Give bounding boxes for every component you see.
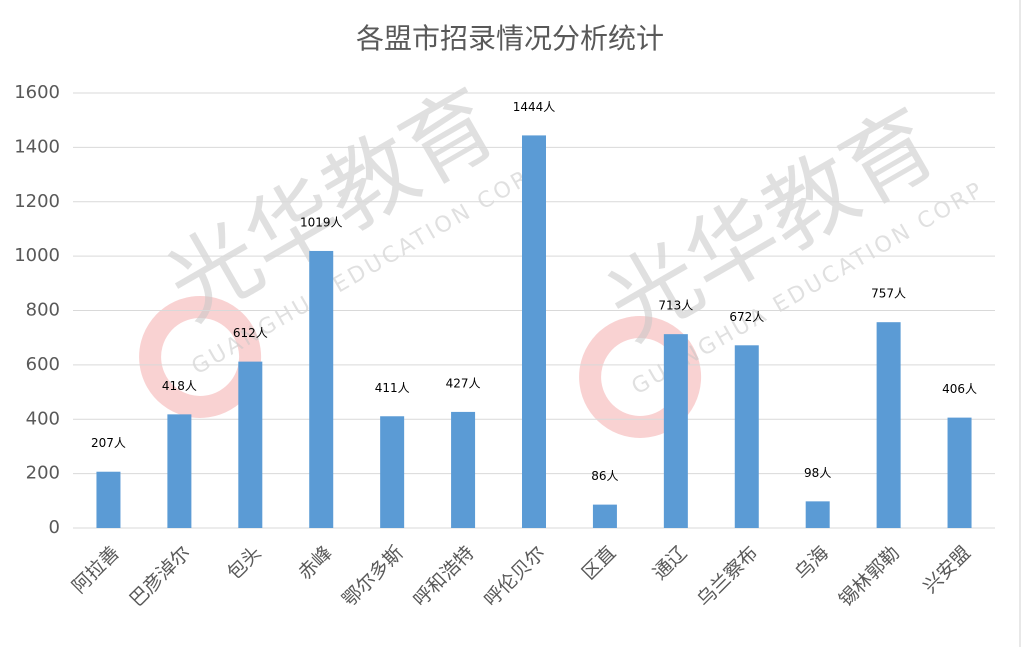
value-label: 1019人 bbox=[300, 215, 343, 229]
bar bbox=[734, 345, 759, 528]
bar bbox=[309, 250, 334, 528]
bar bbox=[380, 416, 405, 528]
bar bbox=[96, 471, 121, 528]
value-label: 418人 bbox=[162, 379, 197, 393]
value-label: 98人 bbox=[804, 466, 831, 480]
value-label: 713人 bbox=[658, 299, 693, 313]
value-label: 207人 bbox=[91, 436, 126, 450]
bar bbox=[805, 501, 830, 528]
value-label: 411人 bbox=[375, 381, 410, 395]
y-tick-label: 200 bbox=[26, 463, 60, 484]
bar bbox=[451, 411, 476, 528]
bar bbox=[947, 417, 972, 528]
value-label: 757人 bbox=[871, 287, 906, 301]
value-label: 86人 bbox=[591, 469, 618, 483]
bar bbox=[238, 361, 263, 528]
watermark-logo bbox=[139, 295, 262, 418]
y-tick-label: 1000 bbox=[14, 245, 60, 266]
y-tick-label: 600 bbox=[26, 354, 60, 375]
y-tick-label: 1600 bbox=[14, 82, 60, 103]
bar bbox=[522, 135, 546, 528]
chart-title: 各盟市招录情况分析统计 bbox=[356, 22, 664, 55]
bar bbox=[592, 504, 617, 528]
y-tick-label: 800 bbox=[26, 300, 60, 321]
y-tick-label: 1400 bbox=[14, 136, 60, 157]
value-label: 406人 bbox=[942, 382, 977, 396]
y-tick-label: 1200 bbox=[14, 191, 60, 212]
bar bbox=[876, 322, 901, 528]
bar bbox=[663, 334, 688, 528]
value-label: 612人 bbox=[233, 326, 268, 340]
y-tick-label: 0 bbox=[49, 517, 60, 538]
value-label: 672人 bbox=[729, 310, 764, 324]
y-tick-label: 400 bbox=[26, 408, 60, 429]
value-label: 1444人 bbox=[513, 100, 556, 114]
value-label: 427人 bbox=[446, 376, 481, 390]
bar bbox=[167, 414, 192, 528]
